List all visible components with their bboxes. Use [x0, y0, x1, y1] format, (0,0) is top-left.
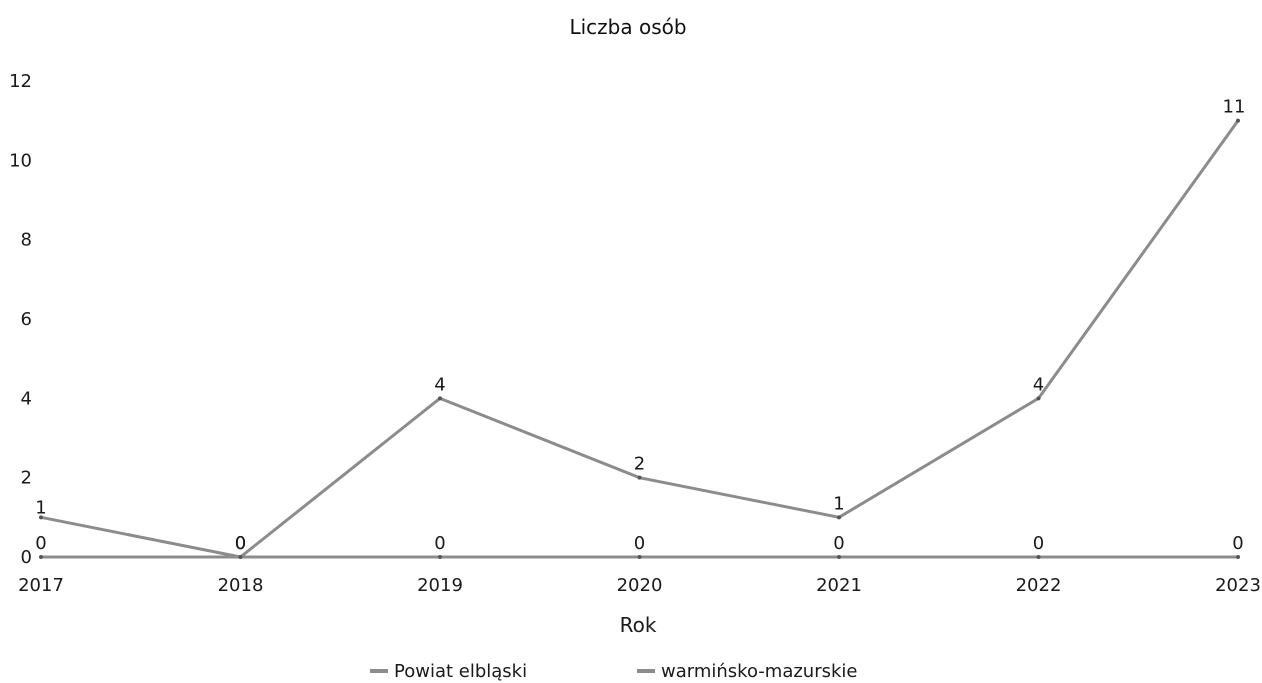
y-tick-label: 8 [21, 230, 32, 251]
data-point [39, 555, 43, 559]
series-line [39, 119, 1240, 559]
x-tick-label: 2017 [18, 575, 64, 596]
x-tick-label: 2022 [1016, 575, 1062, 596]
data-label: 4 [1033, 374, 1044, 395]
data-point [1236, 118, 1240, 123]
data-label: 1 [35, 497, 46, 518]
data-point [637, 555, 642, 559]
x-tick-label: 2021 [816, 575, 862, 596]
y-tick-label: 4 [21, 388, 32, 409]
y-tick-label: 0 [21, 547, 32, 568]
data-point [39, 515, 43, 520]
y-tick-label: 10 [9, 150, 32, 171]
y-tick-label: 2 [21, 468, 32, 489]
data-label: 11 [1223, 97, 1246, 118]
chart-title: Liczba osób [569, 15, 686, 39]
x-axis: 2017 2018 2019 2020 2021 2022 2023 [18, 575, 1261, 596]
data-label: 4 [434, 374, 445, 395]
data-label: 1 [833, 493, 844, 514]
series-layer [39, 118, 1240, 559]
y-tick-label: 6 [21, 309, 32, 330]
data-label: 0 [634, 533, 645, 554]
data-point [1036, 396, 1041, 401]
y-axis: 0 2 4 6 8 10 12 [9, 71, 32, 568]
data-label: 0 [434, 533, 445, 554]
y-tick-label: 12 [9, 71, 32, 92]
data-point [238, 555, 243, 559]
legend: Powiat elbląski warmińsko-mazurskie [370, 661, 857, 682]
data-point [438, 555, 442, 559]
x-axis-label: Rok [620, 613, 657, 637]
legend-label: warmińsko-mazurskie [661, 661, 857, 682]
x-tick-label: 2018 [218, 575, 264, 596]
x-tick-label: 2020 [617, 575, 663, 596]
data-label: 0 [35, 533, 46, 554]
data-label: 0 [235, 533, 246, 554]
data-point [637, 475, 642, 480]
data-point [837, 555, 841, 559]
data-label: 0 [1232, 533, 1243, 554]
x-tick-label: 2019 [417, 575, 463, 596]
data-point [1236, 555, 1240, 559]
data-label: 2 [634, 454, 645, 475]
data-point [1036, 555, 1041, 559]
x-tick-label: 2023 [1215, 575, 1261, 596]
legend-label: Powiat elbląski [394, 661, 527, 682]
data-point [438, 396, 442, 401]
data-point [837, 515, 841, 520]
data-label: 0 [833, 533, 844, 554]
data-label: 0 [1033, 533, 1044, 554]
data-label: 0 [235, 533, 246, 554]
